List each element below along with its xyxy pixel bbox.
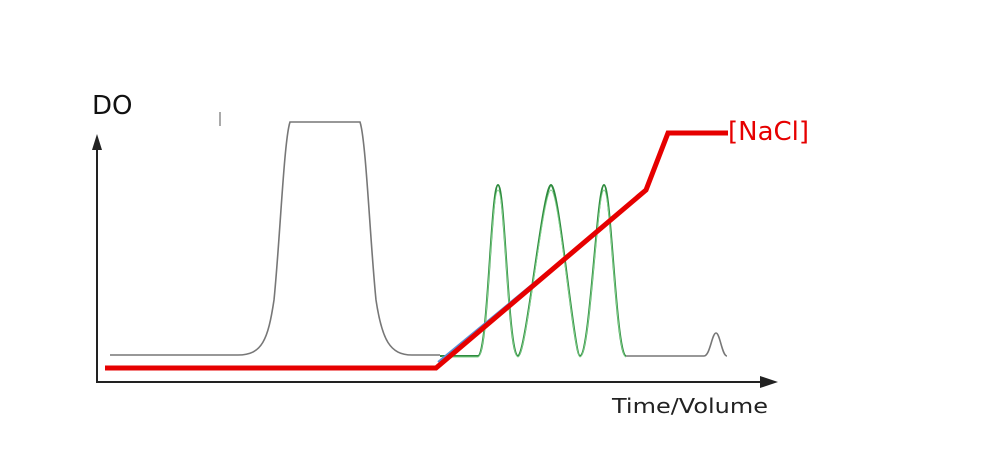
x-axis-label: Time/Volume	[611, 394, 768, 418]
x-axis-arrow	[760, 376, 778, 388]
eluted-peaks	[440, 183, 627, 358]
eluted-peaks-shade	[442, 189, 627, 358]
unbound-peak	[110, 121, 440, 356]
gradient-label: [NaCl]	[728, 117, 809, 147]
baseline-bump	[626, 332, 728, 357]
y-axis-arrow	[92, 134, 102, 150]
salt-gradient	[105, 130, 728, 371]
y-axis-label: DO	[92, 91, 133, 121]
